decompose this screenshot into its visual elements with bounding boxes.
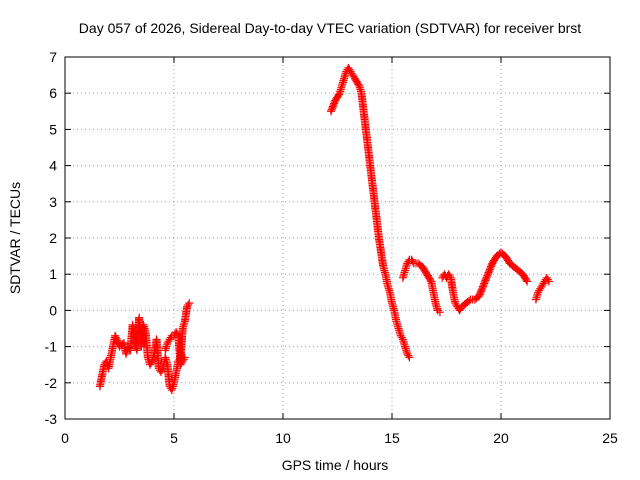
data-point (180, 353, 189, 362)
data-point (185, 299, 194, 308)
y-tick-label: 6 (49, 85, 57, 101)
data-point (433, 306, 442, 315)
y-tick-label: 3 (49, 194, 57, 210)
data-point-fill (465, 296, 474, 305)
y-tick-label: -2 (45, 375, 58, 391)
data-point-fill (522, 275, 531, 284)
y-axis-label: SDTVAR / TECUs (7, 182, 23, 294)
data-point-fill (397, 333, 406, 342)
y-tick-label: 5 (49, 121, 57, 137)
data-point (435, 308, 444, 317)
data-point (523, 277, 532, 286)
x-tick-label: 0 (61, 430, 69, 446)
y-tick-label: 7 (49, 49, 57, 65)
x-tick-label: 5 (170, 430, 178, 446)
data-point-fill (408, 257, 417, 266)
data-points (95, 63, 553, 395)
data-point (405, 353, 414, 362)
data-point-fill (173, 329, 182, 338)
x-tick-label: 20 (493, 430, 509, 446)
x-tick-label: 15 (384, 430, 400, 446)
data-point-fill (166, 333, 175, 342)
data-point-fill (147, 358, 156, 367)
y-tick-label: 1 (49, 266, 57, 282)
chart-title: Day 057 of 2026, Sidereal Day-to-day VTE… (79, 20, 581, 36)
y-tick-label: -3 (45, 411, 58, 427)
x-tick-label: 25 (602, 430, 618, 446)
y-tick-label: 0 (49, 302, 57, 318)
y-tick-label: 4 (49, 158, 57, 174)
data-point-fill (404, 351, 413, 360)
y-tick-label: 2 (49, 230, 57, 246)
data-point-fill (543, 275, 552, 284)
axis-ticks: 0 5 10 15 20 25 -3 -2 -1 0 1 2 3 4 5 6 7 (45, 49, 618, 446)
y-tick-label: -1 (45, 339, 58, 355)
data-point-fill (179, 355, 188, 364)
data-point-fill (184, 300, 193, 309)
x-axis-label: GPS time / hours (282, 457, 389, 473)
data-point (403, 349, 412, 358)
data-point-fill (445, 272, 454, 281)
data-point (544, 277, 553, 286)
x-tick-label: 10 (275, 430, 291, 446)
